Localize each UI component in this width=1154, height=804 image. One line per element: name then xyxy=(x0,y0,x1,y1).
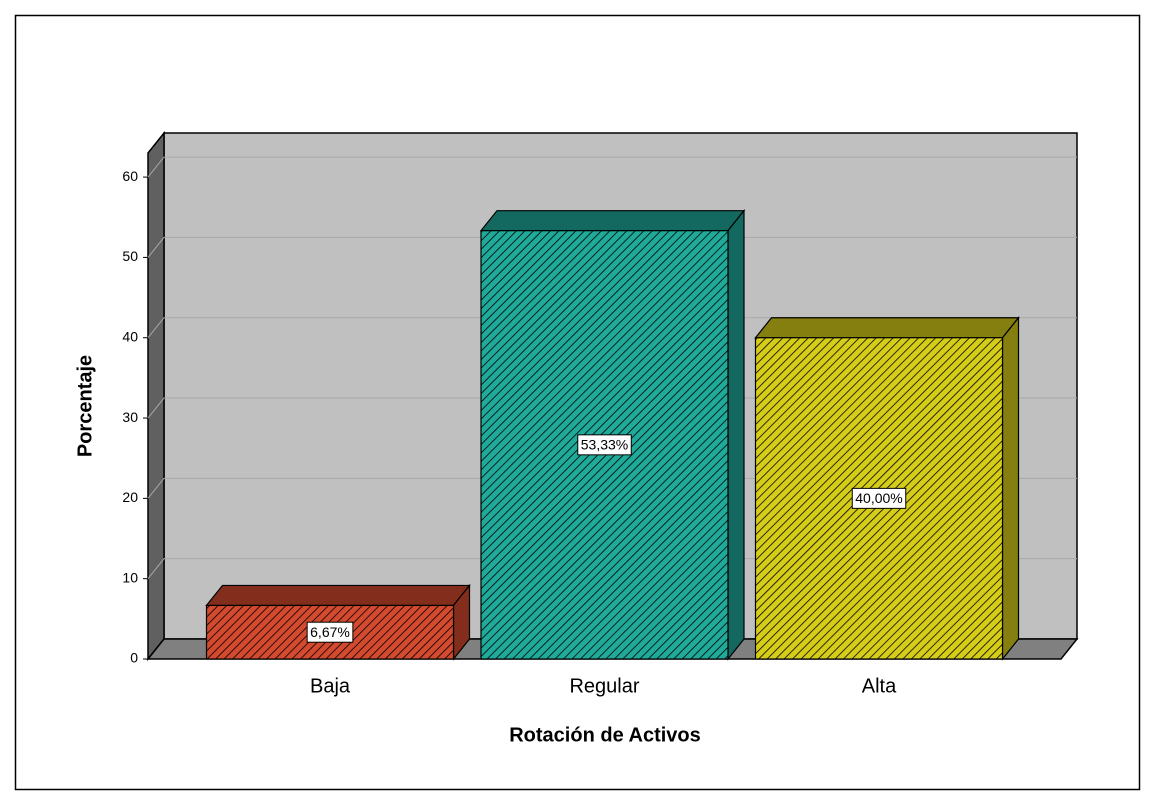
y-tick-label: 10 xyxy=(122,569,138,585)
y-tick-label: 20 xyxy=(122,489,138,505)
bar-side xyxy=(727,208,745,661)
x-tick-label: Baja xyxy=(310,675,351,697)
x-tick-label: Alta xyxy=(862,675,897,697)
y-tick-label: 30 xyxy=(122,409,138,425)
left-wall xyxy=(147,130,165,662)
y-tick-label: 40 xyxy=(122,328,138,344)
y-axis-title: Porcentaje xyxy=(74,355,96,457)
grid-line xyxy=(147,156,1077,178)
bar-top xyxy=(754,317,1020,339)
bar-side xyxy=(1001,316,1020,661)
x-axis-title: Rotación de Activos xyxy=(509,724,701,746)
y-tick-label: 60 xyxy=(122,168,138,184)
value-label-box xyxy=(577,434,632,456)
value-label-box xyxy=(306,621,354,643)
bar-top xyxy=(479,210,746,232)
grid-line xyxy=(147,236,1077,258)
value-label-box xyxy=(851,487,907,509)
bar-top xyxy=(205,584,471,607)
value-label: 53,33% xyxy=(581,437,628,453)
value-label: 40,00% xyxy=(855,490,902,506)
y-tick-label: 50 xyxy=(122,248,138,264)
x-tick-label: Regular xyxy=(569,675,639,697)
y-tick-label: 0 xyxy=(130,650,138,666)
value-label: 6,67% xyxy=(310,624,350,640)
